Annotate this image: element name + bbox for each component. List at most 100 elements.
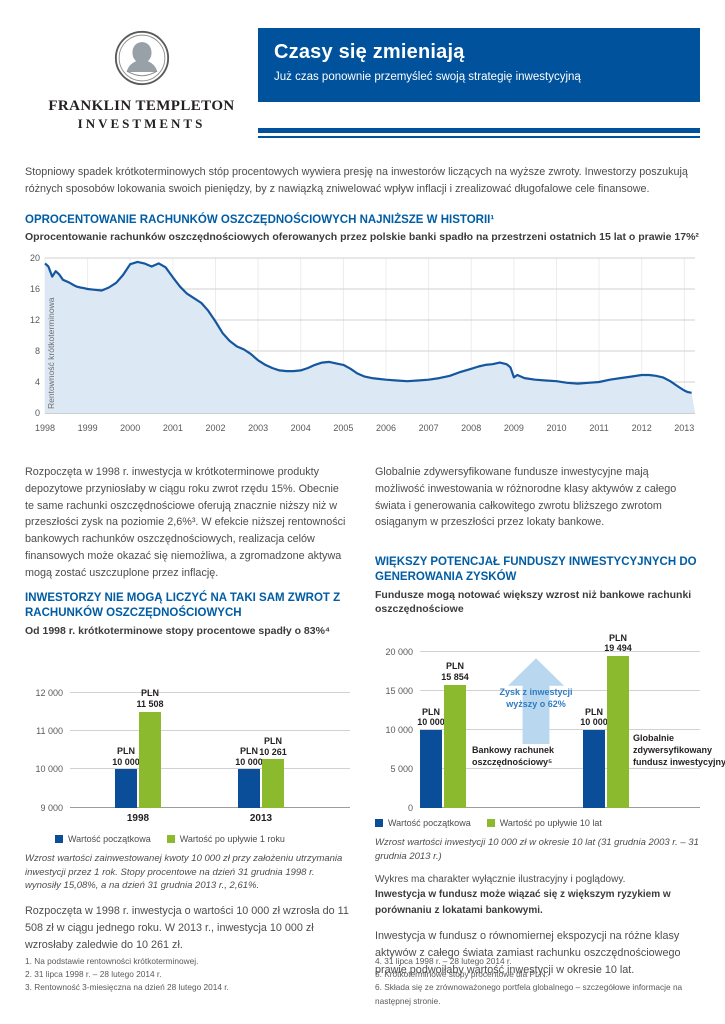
- bar-value-label: PLN 15 854: [441, 660, 469, 682]
- bar: [444, 684, 466, 809]
- legend-label: Wartość po upływie 10 lat: [499, 818, 602, 829]
- footnote-6: 6. Składa się ze zrównoważonego portfela…: [375, 982, 683, 1006]
- bar: [139, 711, 161, 808]
- rate-area: [45, 262, 695, 414]
- y-axis-tick-label: 9 000: [40, 802, 63, 813]
- divider-thick: [258, 128, 700, 133]
- svg-text:2001: 2001: [163, 423, 183, 433]
- svg-text:2002: 2002: [205, 423, 225, 433]
- svg-text:1999: 1999: [78, 423, 98, 433]
- svg-text:12: 12: [30, 315, 40, 325]
- series-category-label: Globalnie zdywersyfikowany fundusz inwes…: [633, 732, 725, 768]
- interest-rate-line-chart: 0 4 8 12 16 20 1998 1999 2000 2001 2002 2003 2004 200…: [25, 253, 700, 450]
- bar-value-label: PLN 10 000: [112, 745, 140, 767]
- legend-item: Wartość początkowa: [55, 834, 151, 844]
- svg-text:2004: 2004: [291, 423, 311, 433]
- footnote-3: 3. Rentowność 3-miesięczna na dzień 28 l…: [25, 982, 229, 993]
- intro-paragraph: Stopniowy spadek krótkoterminowych stóp …: [25, 166, 688, 196]
- legend-swatch: [486, 819, 495, 828]
- growth-annotation: Zysk z inwestycji wyższy o 62%: [499, 686, 573, 710]
- bar: [115, 769, 137, 808]
- bar: [238, 769, 260, 808]
- series-category-label: Bankowy rachunek oszczędnościowy⁵: [472, 744, 555, 768]
- gridline: [420, 729, 700, 731]
- legend-swatch: [166, 834, 175, 843]
- footnotes-left: 1. Na podstawie rentowności krótkotermin…: [25, 955, 350, 1008]
- y-axis-tick-label: 15 000: [385, 686, 413, 697]
- diversified-funds-paragraph: Globalnie zdywersyfikowane fundusze inwe…: [375, 466, 677, 529]
- risk-note: Inwestycja w fundusz może wiązać się z w…: [375, 889, 671, 916]
- gridline: [420, 651, 700, 653]
- bar-value-label: PLN 11 508: [136, 688, 164, 709]
- legend-item: Wartość po upływie 1 roku: [166, 833, 285, 844]
- section3-subheading: Fundusze mogą notować większy wzrost niż…: [375, 588, 692, 615]
- rate-comparison-bar-chart: 9 000 10 000 11 000 12 000 PLN 10 000 PLN 11 50…: [25, 647, 350, 828]
- svg-text:2012: 2012: [632, 423, 652, 433]
- header: FRANKLIN TEMPLETON INVESTMENTS Czasy się…: [25, 28, 700, 138]
- bar-plot: 9 000 10 000 11 000 12 000 PLN 10 000 PLN 11 50…: [35, 688, 350, 824]
- legend-swatch: [55, 834, 63, 843]
- deposit-return-paragraph: Rozpoczęta w 1998 r. inwestycja w krótko…: [25, 466, 346, 579]
- chart-disclaimer: Wykres ma charakter wyłącznie ilustracyj…: [375, 873, 626, 885]
- franklin-templeton-logo: FRANKLIN TEMPLETON INVESTMENTS: [25, 28, 258, 138]
- y-axis-tick-label: 0: [407, 803, 413, 814]
- line-chart-svg: 0 4 8 12 16 20 1998 1999 2000 2001 2002 2003 2004 200…: [30, 253, 695, 433]
- svg-text:2010: 2010: [546, 423, 566, 433]
- fund-chart-legend: Wartość początkowa Wartość po upływie 10 …: [375, 818, 700, 828]
- section3-heading: WIĘKSZY POTENCJAŁ FUNDUSZY INWESTYCYJNYC…: [375, 556, 697, 583]
- y-axis-label: Rentowność krótkoterminowa: [46, 297, 56, 409]
- svg-text:2009: 2009: [504, 423, 524, 433]
- two-column-area: Rozpoczęta w 1998 r. inwestycja w krótko…: [25, 464, 725, 978]
- bar-value-label: PLN 10 261: [259, 735, 287, 757]
- legend-label: Wartość po upływie 1 roku: [179, 833, 285, 844]
- title-banner: Czasy się zmieniają Już czas ponownie pr…: [258, 28, 700, 102]
- rate-chart-note: Wzrost wartości zainwestowanej kwoty 10 …: [25, 852, 343, 892]
- bar-plot: 0 5 000 10 000 15 000 20 000 PLN 10 000 PLN 15 8…: [385, 633, 725, 814]
- gridline: [420, 768, 700, 770]
- svg-text:0: 0: [35, 408, 40, 418]
- divider-thin: [258, 136, 700, 138]
- rate-line: [44, 260, 692, 394]
- svg-text:2013: 2013: [674, 423, 694, 433]
- page-title: Czasy się zmieniają: [274, 41, 465, 63]
- right-column: Globalnie zdywersyfikowane fundusze inwe…: [375, 464, 725, 978]
- svg-text:2005: 2005: [333, 423, 353, 433]
- bar-value-label: PLN 10 000: [235, 745, 263, 767]
- svg-text:2006: 2006: [376, 423, 396, 433]
- svg-text:4: 4: [35, 377, 40, 387]
- section1-subheading: Oprocentowanie rachunków oszczędnościowy…: [25, 231, 699, 244]
- bar: [583, 730, 605, 809]
- title-banner-column: Czasy się zmieniają Już czas ponownie pr…: [258, 28, 700, 138]
- left-column: Rozpoczęta w 1998 r. inwestycja w krótko…: [25, 464, 350, 978]
- gridline: [70, 806, 350, 808]
- svg-text:16: 16: [30, 284, 40, 294]
- brand-name-line2: INVESTMENTS: [77, 116, 206, 131]
- bar-value-label: PLN 10 000: [417, 706, 445, 728]
- y-axis-tick-label: 11 000: [36, 726, 63, 737]
- y-axis-tick-label: 10 000: [35, 764, 63, 775]
- svg-text:2011: 2011: [589, 423, 608, 433]
- gridline: [420, 690, 700, 692]
- franklin-portrait-medallion-icon: [114, 30, 169, 86]
- y-axis-tick-label: 10 000: [385, 725, 413, 736]
- gridline: [420, 807, 700, 809]
- gridline: [70, 730, 350, 732]
- legend-swatch: [375, 819, 383, 828]
- footnotes: 1. Na podstawie rentowności krótkotermin…: [25, 955, 700, 1008]
- footnote-4: 4. 31 lipca 1998 r. – 28 lutego 2014 r.: [375, 955, 512, 966]
- y-axis-tick-label: 5 000: [390, 764, 413, 775]
- y-axis-tick-label: 20 000: [385, 647, 413, 658]
- legend-item: Wartość po upływie 10 lat: [486, 818, 602, 829]
- svg-text:20: 20: [30, 253, 40, 263]
- legend-label: Wartość początkowa: [68, 833, 151, 844]
- svg-text:2000: 2000: [120, 423, 140, 433]
- svg-text:2008: 2008: [461, 423, 481, 433]
- bar: [420, 730, 442, 809]
- x-axis-category-label: 1998: [126, 812, 150, 824]
- bar: [607, 656, 629, 809]
- section2-subheading: Od 1998 r. krótkoterminowe stopy procent…: [25, 625, 331, 638]
- brand-name-line1: FRANKLIN TEMPLETON: [48, 98, 235, 114]
- section2-heading: INWESTORZY NIE MOGĄ LICZYĆ NA TAKI SAM Z…: [25, 592, 341, 620]
- svg-text:2003: 2003: [248, 423, 268, 433]
